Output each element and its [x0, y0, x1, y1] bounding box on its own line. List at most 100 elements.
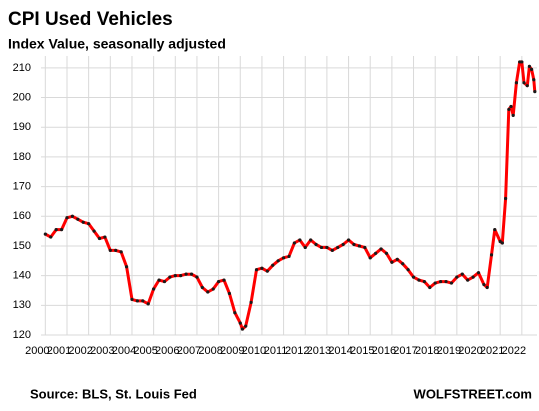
data-point [240, 327, 245, 331]
data-point [390, 260, 394, 264]
x-tick-label: 2019 [437, 345, 461, 357]
data-point [265, 269, 269, 273]
data-point [482, 282, 486, 287]
data-point [92, 229, 96, 233]
chart-title: CPI Used Vehicles [8, 9, 173, 30]
data-point [439, 279, 443, 284]
data-point [157, 278, 161, 282]
data-point [135, 299, 139, 303]
x-tick-label: 2001 [47, 345, 71, 357]
data-point [76, 217, 80, 221]
data-point [511, 113, 515, 117]
data-point [489, 253, 494, 257]
data-point [249, 300, 253, 304]
x-tick-label: 2002 [68, 345, 92, 357]
data-point [206, 290, 210, 294]
data-point [276, 259, 280, 263]
data-point [65, 216, 69, 220]
data-point [352, 242, 356, 247]
data-point [411, 275, 416, 279]
data-point [238, 321, 242, 325]
data-point [460, 272, 464, 276]
data-point [522, 81, 526, 85]
data-point [401, 262, 405, 266]
data-point [514, 81, 519, 85]
y-tick-label: 140 [13, 270, 31, 282]
data-point [54, 228, 58, 232]
chart-subtitle: Index Value, seasonally adjusted [8, 36, 226, 52]
data-point [87, 222, 91, 226]
data-point [152, 287, 156, 291]
data-point [97, 236, 102, 241]
x-tick-label: 2015 [350, 345, 374, 357]
brand: WOLFSTREET.com [414, 386, 532, 401]
x-tick-label: 2003 [90, 345, 114, 357]
data-point [81, 220, 85, 224]
data-point [200, 285, 204, 290]
x-tick-label: 2006 [155, 345, 179, 357]
data-point [379, 247, 383, 251]
data-point [363, 245, 367, 250]
source-note: Source: BLS, St. Louis Fed [30, 386, 197, 401]
data-point [395, 257, 399, 261]
data-point [49, 235, 53, 239]
data-point [455, 275, 459, 279]
data-point [341, 242, 345, 247]
data-point [346, 238, 351, 242]
data-point [384, 251, 389, 255]
data-point [525, 84, 529, 88]
data-point [433, 281, 437, 285]
data-point [500, 241, 504, 245]
data-point [59, 228, 64, 232]
x-tick-label: 2004 [112, 345, 136, 357]
x-tick-label: 2018 [415, 345, 439, 357]
data-point [303, 245, 307, 250]
data-point [298, 238, 302, 242]
data-point [189, 272, 194, 276]
data-point [271, 263, 275, 267]
data-point [173, 274, 177, 278]
x-tick-label: 2020 [458, 345, 482, 357]
data-point [70, 214, 75, 218]
data-point [217, 279, 221, 284]
data-point [520, 60, 524, 64]
data-point [319, 245, 324, 250]
data-point [292, 241, 297, 245]
data-point [444, 279, 448, 284]
x-tick-label: 2008 [198, 345, 222, 357]
y-tick-label: 170 [13, 181, 31, 193]
data-point [476, 271, 481, 275]
data-point [119, 250, 123, 254]
x-tick-label: 2021 [480, 345, 504, 357]
data-point [493, 228, 497, 232]
x-tick-label: 2016 [372, 345, 396, 357]
data-point [184, 272, 188, 276]
data-point [533, 90, 537, 94]
data-point [108, 248, 112, 253]
x-tick-label: 2010 [242, 345, 266, 357]
data-point [162, 279, 167, 284]
data-point [281, 256, 286, 260]
data-point [309, 238, 313, 242]
data-point [406, 268, 410, 272]
data-point [529, 67, 534, 71]
data-point [527, 64, 532, 68]
data-point [114, 248, 118, 253]
data-point [374, 251, 378, 255]
y-tick-label: 150 [13, 240, 31, 252]
y-tick-label: 160 [13, 210, 31, 222]
x-tick-label: 2022 [502, 345, 526, 357]
x-tick-label: 2012 [285, 345, 309, 357]
data-point [466, 278, 470, 282]
data-point [103, 235, 107, 239]
data-point [168, 275, 172, 279]
data-point [325, 245, 329, 250]
x-tick-label: 2007 [177, 345, 201, 357]
data-point [509, 104, 513, 109]
data-point [244, 324, 248, 328]
x-tick-label: 2005 [133, 345, 157, 357]
data-point [287, 254, 291, 258]
data-point [507, 107, 511, 112]
data-point [368, 256, 372, 260]
